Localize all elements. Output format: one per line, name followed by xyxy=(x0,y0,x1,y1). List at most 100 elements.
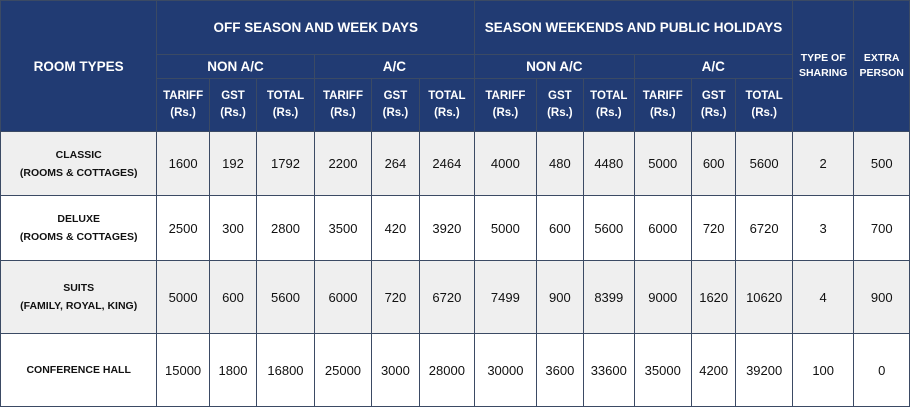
currency-unit-label: (Rs.) xyxy=(272,107,299,119)
season-ac-total-cell: 10620 xyxy=(735,260,793,334)
header-row-columns: TARIFF (Rs.) GST (Rs.) TOTAL (Rs.) TARIFF (Rs.)… xyxy=(1,78,910,132)
tariff-label: TARIFF xyxy=(485,90,526,102)
tariff-label: TARIFF xyxy=(642,90,683,102)
table-row: CLASSIC (ROOMS & COTTAGES) 1600 192 1792 2200… xyxy=(0,131,910,196)
season-ac-total-header: TOTAL (Rs.) xyxy=(735,78,793,132)
extra-person-line-1: EXTRA xyxy=(863,52,900,64)
room-type-detail: (ROOMS & COTTAGES) xyxy=(19,166,138,179)
off-season-ac-tariff-cell: 25000 xyxy=(313,333,373,407)
extra-person-line-2: PERSON xyxy=(859,67,904,79)
table-body: CLASSIC (ROOMS & COTTAGES) 1600 192 1792 2200… xyxy=(0,131,910,407)
type-of-sharing-cell: 100 xyxy=(791,333,855,407)
off-season-ac-total-header: TOTAL (Rs.) xyxy=(418,78,476,132)
currency-unit-label: (Rs.) xyxy=(434,107,460,119)
season-ac-total-cell: 6720 xyxy=(735,195,793,261)
room-type-name: CLASSIC xyxy=(55,148,102,161)
table-row: SUITS (FAMILY, ROYAL, KING) 5000 600 5600 600… xyxy=(0,260,910,334)
season-ac-total-cell: 39200 xyxy=(735,333,793,407)
season-ac-gst-cell: 720 xyxy=(690,195,737,261)
currency-unit-label: (Rs.) xyxy=(220,107,246,119)
off-season-non-ac-total-cell: 16800 xyxy=(256,333,315,407)
room-type-name: CONFERENCE HALL xyxy=(26,364,131,376)
off-season-non-ac-gst-header: GST (Rs.) xyxy=(208,78,258,132)
season-non-ac-gst-cell: 480 xyxy=(535,131,585,196)
extra-person-cell: 500 xyxy=(853,131,910,196)
off-season-non-ac-tariff-cell: 5000 xyxy=(156,260,210,334)
season-ac-gst-header: GST (Rs.) xyxy=(690,78,737,132)
currency-unit-label: (Rs.) xyxy=(700,107,727,119)
season-ac-gst-cell: 4200 xyxy=(690,333,737,407)
off-season-ac-gst-cell: 720 xyxy=(371,260,420,334)
season-ac-tariff-cell: 6000 xyxy=(633,195,692,261)
off-season-non-ac-header: NON A/C xyxy=(156,54,315,79)
season-non-ac-total-cell: 4480 xyxy=(583,131,635,196)
total-label: TOTAL xyxy=(745,90,783,102)
off-season-non-ac-total-cell: 5600 xyxy=(256,260,315,334)
season-non-ac-tariff-cell: 30000 xyxy=(474,333,537,407)
season-non-ac-gst-cell: 900 xyxy=(535,260,585,334)
type-of-sharing-cell: 3 xyxy=(791,195,855,261)
tariff-label: TARIFF xyxy=(322,90,363,102)
currency-unit-label: (Rs.) xyxy=(170,107,196,119)
season-non-ac-tariff-cell: 5000 xyxy=(474,195,537,261)
season-ac-header: A/C xyxy=(633,54,793,79)
season-non-ac-total-cell: 33600 xyxy=(583,333,635,407)
season-ac-gst-cell: 600 xyxy=(690,131,737,196)
off-season-ac-gst-cell: 3000 xyxy=(371,333,420,407)
off-season-ac-gst-cell: 420 xyxy=(371,195,420,261)
off-season-non-ac-tariff-header: TARIFF (Rs.) xyxy=(156,78,210,132)
off-season-ac-gst-header: GST (Rs.) xyxy=(371,78,420,132)
room-type-detail: (ROOMS & COTTAGES) xyxy=(19,231,138,243)
off-season-non-ac-gst-cell: 300 xyxy=(208,195,258,261)
season-ac-gst-cell: 1620 xyxy=(690,260,737,334)
header-row-ac: NON A/C A/C NON A/C A/C xyxy=(1,54,910,79)
type-of-sharing-cell: 2 xyxy=(791,131,855,196)
type-of-sharing-line-1: TYPE OF xyxy=(800,52,846,64)
gst-label: GST xyxy=(701,90,726,102)
off-season-ac-tariff-cell: 6000 xyxy=(313,260,373,334)
room-types-header: ROOM TYPES xyxy=(0,0,158,132)
table-row: DELUXE (ROOMS & COTTAGES) 2500 300 2800 3500 4… xyxy=(0,195,910,261)
off-season-non-ac-gst-cell: 192 xyxy=(208,131,258,196)
season-non-ac-total-cell: 5600 xyxy=(583,195,635,261)
extra-person-cell: 0 xyxy=(853,333,910,407)
total-label: TOTAL xyxy=(428,90,466,102)
off-season-non-ac-total-header: TOTAL (Rs.) xyxy=(256,78,315,132)
off-season-non-ac-total-cell: 1792 xyxy=(256,131,315,196)
off-season-ac-header: A/C xyxy=(313,54,476,79)
room-type-detail: (FAMILY, ROYAL, KING) xyxy=(20,300,138,312)
season-ac-total-cell: 5600 xyxy=(735,131,793,196)
room-type-cell: SUITS (FAMILY, ROYAL, KING) xyxy=(0,260,158,334)
room-type-name: SUITS xyxy=(63,282,95,294)
season-non-ac-gst-cell: 3600 xyxy=(535,333,585,407)
currency-unit-label: (Rs.) xyxy=(382,107,409,119)
off-season-ac-tariff-header: TARIFF (Rs.) xyxy=(313,78,373,132)
season-non-ac-header: NON A/C xyxy=(474,54,635,79)
off-season-ac-total-cell: 3920 xyxy=(418,195,476,261)
currency-unit-label: (Rs.) xyxy=(649,107,676,119)
type-of-sharing-header: TYPE OF SHARING xyxy=(791,0,855,132)
room-type-cell: CONFERENCE HALL xyxy=(0,333,158,407)
type-of-sharing-cell: 4 xyxy=(791,260,855,334)
currency-unit-label: (Rs.) xyxy=(547,107,573,119)
header-row-seasons: ROOM TYPES OFF SEASON AND WEEK DAYS SEAS… xyxy=(0,0,910,132)
off-season-ac-tariff-cell: 2200 xyxy=(313,131,373,196)
season-non-ac-gst-header: GST (Rs.) xyxy=(535,78,585,132)
season-ac-tariff-cell: 5000 xyxy=(633,131,692,196)
season-ac-tariff-cell: 35000 xyxy=(633,333,692,407)
currency-unit-label: (Rs.) xyxy=(492,107,519,119)
off-season-non-ac-total-cell: 2800 xyxy=(256,195,315,261)
type-of-sharing-line-2: SHARING xyxy=(798,67,848,79)
extra-person-header: EXTRA PERSON xyxy=(853,0,910,132)
extra-person-cell: 900 xyxy=(853,260,910,334)
off-season-non-ac-tariff-cell: 2500 xyxy=(156,195,210,261)
off-season-ac-total-cell: 2464 xyxy=(418,131,476,196)
total-label: TOTAL xyxy=(590,90,628,102)
off-season-non-ac-tariff-cell: 15000 xyxy=(156,333,210,407)
extra-person-cell: 700 xyxy=(853,195,910,261)
currency-unit-label: (Rs.) xyxy=(596,107,622,119)
off-season-non-ac-tariff-cell: 1600 xyxy=(156,131,210,196)
season-non-ac-tariff-header: TARIFF (Rs.) xyxy=(474,78,537,132)
season-header: SEASON WEEKENDS AND PUBLIC HOLIDAYS xyxy=(474,0,793,55)
tariff-label: TARIFF xyxy=(163,90,204,102)
